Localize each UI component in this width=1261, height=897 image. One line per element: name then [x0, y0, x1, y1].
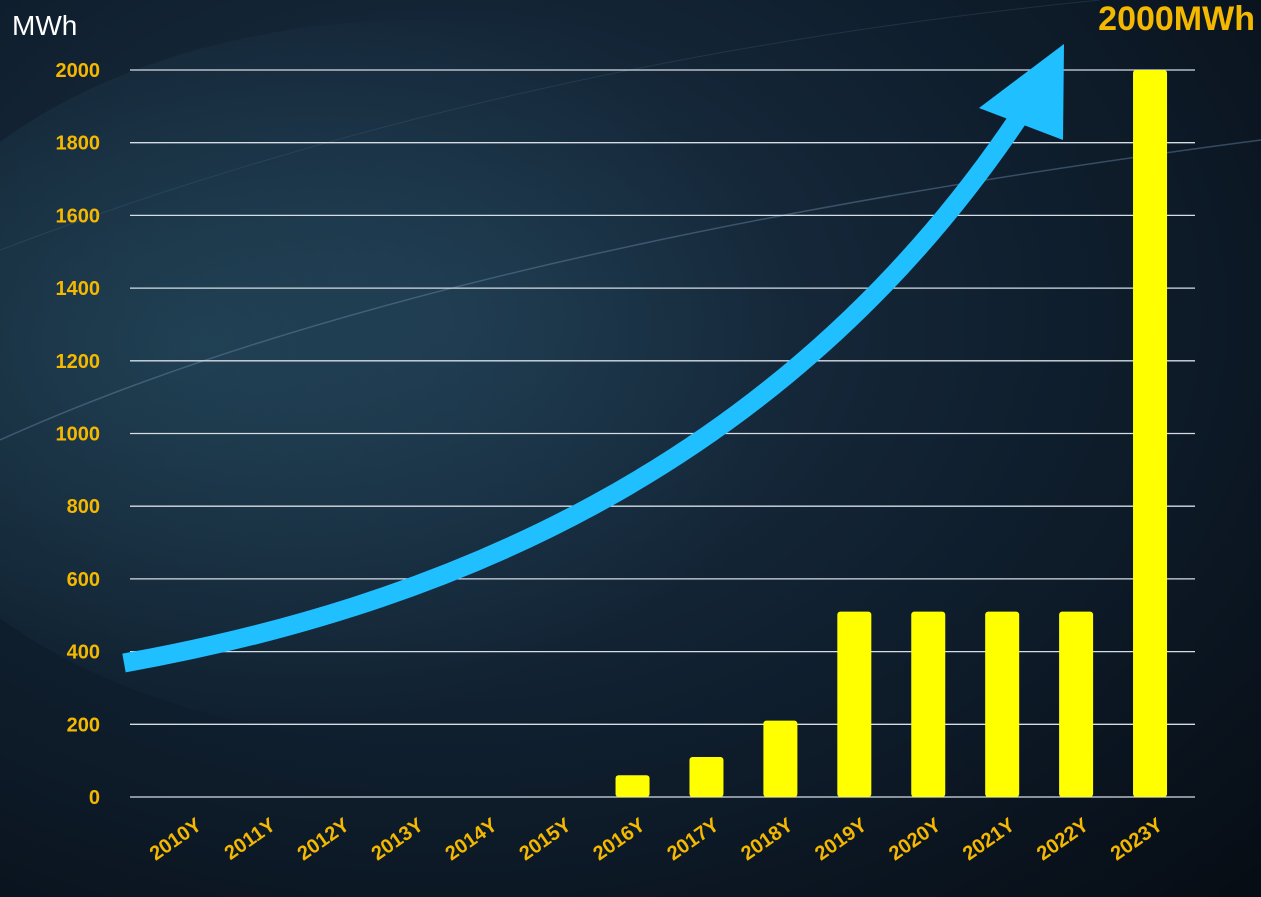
- y-tick-label: 1800: [56, 133, 101, 155]
- y-tick-label: 1000: [56, 424, 101, 446]
- trend-arrow: [122, 44, 1064, 673]
- y-axis-unit-label: MWh: [12, 10, 78, 41]
- y-tick-label: 1200: [56, 351, 101, 373]
- bar-2022Y: [1059, 611, 1094, 797]
- trend-arrow-head: [979, 44, 1064, 140]
- bar-2021Y: [985, 611, 1020, 797]
- bar-2016Y: [615, 775, 650, 797]
- bar-2017Y: [689, 757, 724, 797]
- y-tick-label: 200: [67, 714, 100, 736]
- y-axis-ticks: 0 200 400 600 800 1000 1200 1400 1600 1800 2000: [56, 60, 101, 809]
- y-tick-label: 1600: [56, 205, 101, 227]
- y-tick-label: 0: [89, 787, 100, 809]
- y-tick-label: 800: [67, 496, 100, 518]
- gridlines: [130, 69, 1195, 798]
- bars: [615, 70, 1168, 797]
- y-tick-label: 600: [67, 569, 100, 591]
- bar-2023Y: [1133, 70, 1168, 797]
- bar-2018Y: [763, 720, 798, 797]
- trend-arrow-shaft: [122, 102, 1033, 673]
- bar-2019Y: [837, 611, 872, 797]
- y-tick-label: 400: [67, 642, 100, 664]
- max-value-callout: 2000MWh: [1098, 0, 1255, 38]
- bar-2020Y: [911, 611, 946, 797]
- y-tick-label: 2000: [56, 60, 101, 82]
- y-tick-label: 1400: [56, 278, 101, 300]
